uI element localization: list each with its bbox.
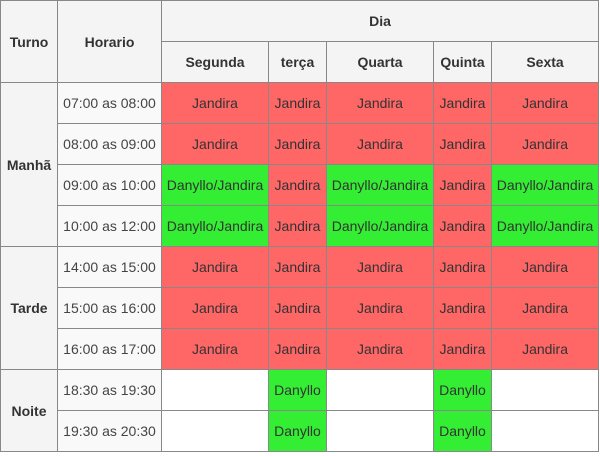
time-slot: 18:30 as 19:30 — [57, 369, 162, 411]
schedule-cell: Jandira — [490, 328, 600, 370]
schedule-cell: Jandira — [161, 287, 269, 329]
schedule-cell: Jandira — [490, 123, 600, 165]
schedule-row: 10:00 as 12:00 Danyllo/Jandira Jandira Dany… — [1, 205, 600, 247]
schedule-row: Manhã 07:00 as 08:00 Jandira Jandira Jandira… — [0, 82, 600, 247]
schedule-cell: Danyllo/Jandira — [161, 205, 269, 247]
schedule-cell — [161, 369, 269, 411]
shift-label: Manhã — [0, 82, 58, 247]
schedule-row: 09:00 as 10:00 Danyllo/Jandira Jandira Dany… — [1, 164, 600, 206]
days-header-row: Segunda terça Quarta Quinta Sexta — [1, 41, 600, 83]
schedule-cell: Jandira — [433, 123, 492, 165]
schedule-cell: Jandira — [268, 123, 327, 165]
time-slot: 16:00 as 17:00 — [57, 328, 162, 370]
schedule-body: Manhã 07:00 as 08:00 Jandira Jandira Jandira… — [0, 82, 600, 452]
schedule-row: Noite 18:30 as 19:30 Danyllo Danyllo — [0, 369, 600, 452]
schedule-cell: Jandira — [326, 82, 434, 124]
turno-header: Turno — [0, 0, 58, 83]
schedule-cell: Danyllo — [433, 410, 492, 452]
schedule-row: 08:00 as 09:00 Jandira Jandira Jandira Jandi… — [1, 123, 600, 165]
schedule-cell: Jandira — [268, 328, 327, 370]
schedule-row: 19:30 as 20:30 Danyllo Danyllo — [1, 410, 600, 452]
time-slot: 15:00 as 16:00 — [57, 287, 162, 329]
time-slot: 09:00 as 10:00 — [57, 164, 162, 206]
time-slot: 08:00 as 09:00 — [57, 123, 162, 165]
schedule-cell: Danyllo/Jandira — [326, 164, 434, 206]
dia-header: Dia — [160, 0, 600, 42]
schedule-cell: Jandira — [490, 82, 600, 124]
schedule-row: 15:00 as 16:00 Jandira Jandira Jandira Jandi… — [1, 287, 600, 329]
schedule-cell: Danyllo — [268, 369, 327, 411]
schedule-cell: Jandira — [268, 82, 327, 124]
schedule-row: Tarde 14:00 as 15:00 Jandira Jandira Jandira… — [0, 246, 600, 370]
schedule-cell: Jandira — [433, 82, 492, 124]
schedule-cell: Jandira — [490, 287, 600, 329]
schedule-cell: Jandira — [490, 246, 600, 288]
schedule-cell: Jandira — [161, 246, 269, 288]
schedule-cell: Jandira — [326, 123, 434, 165]
time-slot: 14:00 as 15:00 — [57, 246, 162, 288]
schedule-cell: Jandira — [433, 205, 492, 247]
schedule-cell: Jandira — [268, 164, 327, 206]
schedule-cell: Jandira — [268, 205, 327, 247]
shift-label: Noite — [0, 369, 58, 452]
schedule-cell — [161, 410, 269, 452]
schedule-cell — [326, 369, 434, 411]
schedule-cell — [326, 410, 434, 452]
schedule-cell: Danyllo/Jandira — [490, 205, 600, 247]
schedule-cell: Jandira — [433, 287, 492, 329]
day-header-quinta: Quinta — [433, 41, 492, 83]
schedule-cell: Jandira — [326, 246, 434, 288]
time-slot: 07:00 as 08:00 — [57, 82, 162, 124]
header-row: Turno Horario Dia — [0, 0, 600, 83]
schedule-cell: Jandira — [161, 328, 269, 370]
schedule-cell: Jandira — [433, 328, 492, 370]
day-header-terca: terça — [268, 41, 327, 83]
schedule-cell: Danyllo/Jandira — [161, 164, 269, 206]
day-header-segunda: Segunda — [161, 41, 269, 83]
schedule-cell: Jandira — [268, 287, 327, 329]
day-header-sexta: Sexta — [490, 41, 600, 83]
schedule-cell: Jandira — [326, 287, 434, 329]
horario-header: Horario — [57, 0, 162, 83]
time-slot: 10:00 as 12:00 — [57, 205, 162, 247]
schedule-row: 16:00 as 17:00 Jandira Jandira Jandira Jandi… — [1, 328, 600, 370]
time-slot: 19:30 as 20:30 — [57, 410, 162, 452]
schedule-cell: Jandira — [161, 123, 269, 165]
shift-label: Tarde — [0, 246, 58, 370]
schedule-cell: Danyllo — [433, 369, 492, 411]
schedule-cell — [490, 369, 600, 411]
day-header-quarta: Quarta — [326, 41, 434, 83]
schedule-cell: Jandira — [161, 82, 269, 124]
schedule-cell: Danyllo/Jandira — [490, 164, 600, 206]
schedule-cell: Jandira — [433, 164, 492, 206]
schedule-cell — [490, 410, 600, 452]
schedule-cell: Jandira — [268, 246, 327, 288]
schedule-cell: Danyllo — [268, 410, 327, 452]
schedule-cell: Jandira — [433, 246, 492, 288]
schedule-cell: Danyllo/Jandira — [326, 205, 434, 247]
schedule-cell: Jandira — [326, 328, 434, 370]
